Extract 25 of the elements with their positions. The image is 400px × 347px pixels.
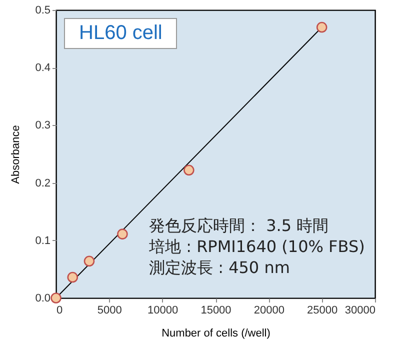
- y-tick-label: 0.4: [35, 62, 50, 74]
- x-tick-label: 15000: [200, 304, 232, 316]
- y-tick-label: 0.0: [35, 292, 50, 304]
- y-tick-label: 0.2: [35, 177, 50, 190]
- x-tick-label: 20000: [254, 304, 284, 316]
- y-tick-label: 0.3: [35, 120, 50, 132]
- x-tick-label: 25000: [307, 304, 338, 316]
- point: [67, 272, 78, 283]
- x-tick-label: 5000: [97, 304, 122, 316]
- annotation: 培地 : RPMI1640 (10% FBS): [149, 236, 365, 257]
- y-tick-label: 0.5: [35, 4, 50, 16]
- text: HL60 cell: [64, 18, 178, 49]
- point: [316, 22, 328, 33]
- point: [117, 228, 128, 240]
- point: [184, 164, 194, 176]
- annotation: 発色反応時間： 3.5 時間: [149, 215, 330, 236]
- y-tick-label: 0.1: [35, 234, 50, 247]
- x-tick-label: 10000: [148, 304, 178, 316]
- point: [50, 292, 62, 304]
- x-axis-title: Number of cells (/well): [162, 328, 270, 340]
- x-tick-label: 0: [56, 304, 63, 316]
- x-tick-label: 30000: [344, 304, 376, 316]
- annotation: 測定波長 : 450 nm: [149, 257, 291, 278]
- point: [84, 256, 95, 267]
- y-axis-title: Absorbance: [10, 125, 22, 184]
